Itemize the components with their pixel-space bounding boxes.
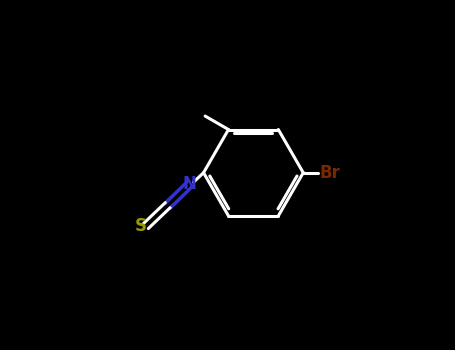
Text: S: S	[135, 217, 147, 235]
Text: N: N	[182, 175, 197, 193]
Text: Br: Br	[319, 164, 340, 182]
